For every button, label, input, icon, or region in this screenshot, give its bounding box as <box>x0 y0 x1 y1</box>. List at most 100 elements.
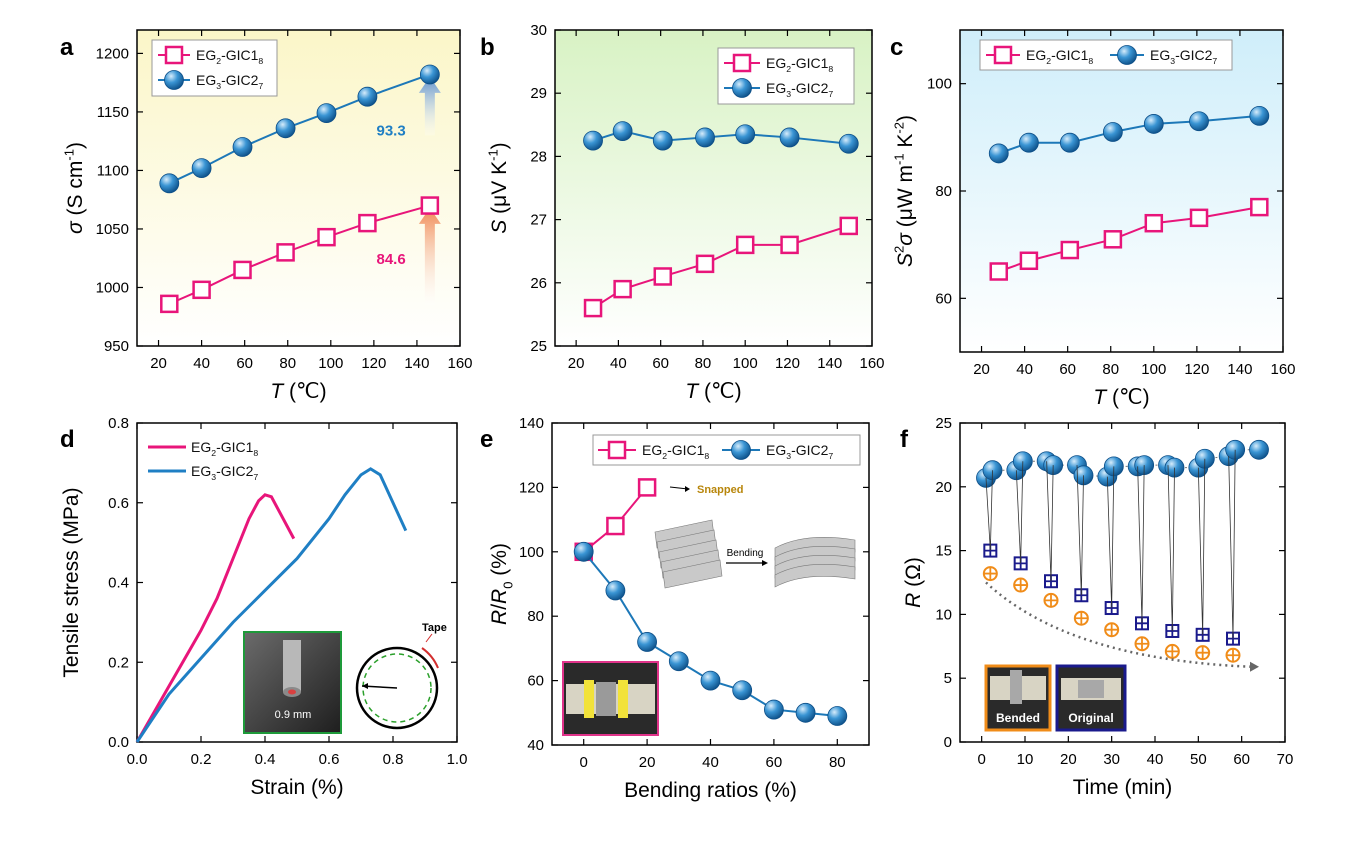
data-point <box>1104 622 1120 638</box>
inset-schematic: Tape <box>355 622 447 730</box>
data-point <box>989 262 1009 281</box>
data-point <box>1225 647 1241 663</box>
x-tick-label: 0 <box>580 754 588 771</box>
panel-label: d <box>60 426 75 453</box>
cycle-connector <box>985 470 993 551</box>
data-point <box>159 173 180 194</box>
legend: EG2-GIC18 EG3-GIC27 <box>148 439 258 482</box>
annotation-text: 84.6 <box>376 251 405 268</box>
data-point <box>419 64 440 85</box>
x-tick-label: 60 <box>1059 361 1076 378</box>
legend-marker <box>607 440 627 460</box>
panel-a: a 20 40 60 80 100 120 140 160 950 1000 1050 1100 1150… <box>60 29 473 403</box>
x-tick-label: 140 <box>404 355 429 372</box>
x-tick-label: 100 <box>1141 361 1166 378</box>
y-tick-label: 60 <box>935 290 952 307</box>
y-tick-label: 120 <box>519 479 544 496</box>
y-tick-label: 100 <box>519 544 544 561</box>
panel-label: f <box>900 426 909 453</box>
x-tick-label: 120 <box>1184 361 1209 378</box>
data-point <box>695 127 715 148</box>
y-tick-label: 1100 <box>97 162 129 179</box>
plot-frame <box>959 29 1284 353</box>
x-tick-label: 0.8 <box>383 751 404 768</box>
tape-label: Tape <box>422 622 447 634</box>
legend-label-eg2: EG2-GIC18 <box>196 47 263 66</box>
cycle-connector <box>1046 461 1054 582</box>
x-tick-label: 60 <box>766 754 783 771</box>
inner-circle <box>362 653 432 723</box>
panel-label: e <box>480 426 493 453</box>
x-axis-label: T (℃) <box>1093 386 1149 409</box>
panel-c: c 20 40 60 80 100 120 140 160 60 80 100 T (℃) S2​σ (μ… <box>890 29 1296 409</box>
cycle-connector <box>1076 465 1084 596</box>
sample <box>596 682 616 716</box>
y-tick-label: 0.6 <box>108 495 129 512</box>
legend-marker <box>731 440 751 460</box>
data-point <box>795 702 816 723</box>
data-point <box>613 279 632 299</box>
photo-label: 0.9 mm <box>275 709 312 721</box>
y-axis-label: σ (S cm-1​) <box>62 142 87 234</box>
cycle-connector <box>1167 465 1175 631</box>
panel-b: b 20 40 60 80 100 120 140 160 25 26 27 28 29 30 T (℃) S … <box>480 22 885 403</box>
inset-photo <box>562 661 659 736</box>
cycle-connector <box>1137 465 1145 624</box>
y-tick-label: 10 <box>935 606 952 623</box>
plot-frame <box>959 422 1286 743</box>
data-point <box>735 235 755 255</box>
data-point <box>606 516 625 536</box>
y-axis-label: R/R0​ (%) <box>488 543 515 625</box>
x-tick-label: 20 <box>639 754 656 771</box>
x-tick-label: 30 <box>1103 751 1120 768</box>
data-point <box>668 651 689 672</box>
x-tick-label: 120 <box>361 355 386 372</box>
x-tick-label: 50 <box>1190 751 1207 768</box>
x-tick-label: 40 <box>193 355 210 372</box>
x-tick-label: 120 <box>775 355 800 372</box>
data-point <box>827 706 848 726</box>
cycle-connector <box>1228 449 1236 639</box>
legend-marker <box>993 45 1013 65</box>
data-point <box>1103 230 1123 249</box>
x-axis-label: T (℃) <box>270 380 326 403</box>
increase-arrow <box>418 207 441 306</box>
x-tick-label: 140 <box>1227 361 1252 378</box>
data-point <box>192 280 211 300</box>
x-tick-label: 40 <box>610 355 627 372</box>
panel-d: d 0.0 0.2 0.4 0.6 0.8 1.0 0.0 0.2 0.4 0.6 0.8 Strain… <box>60 415 467 799</box>
tape-pointer <box>425 633 433 643</box>
panel-label: a <box>60 34 74 61</box>
x-tick-label: 70 <box>1277 751 1294 768</box>
y-tick-label: 0.0 <box>108 734 129 751</box>
y-tick-label: 950 <box>104 338 129 355</box>
plot-frame <box>136 422 458 743</box>
data-point <box>780 235 799 255</box>
data-point <box>357 86 378 107</box>
x-tick-label: 1.0 <box>447 751 468 768</box>
data-point <box>1059 132 1080 153</box>
data-point <box>1164 643 1180 659</box>
series-line-eg2 <box>135 493 296 743</box>
data-point <box>700 670 721 691</box>
data-point <box>420 196 440 215</box>
y-tick-label: 1000 <box>96 279 129 296</box>
legend: EG2-GIC18 EG3-GIC27 <box>592 434 861 466</box>
legend-marker <box>732 78 752 98</box>
data-point <box>1073 610 1089 626</box>
y-tick-label: 27 <box>530 212 547 229</box>
data-point <box>605 580 626 601</box>
plot-frame <box>551 422 870 746</box>
y-axis-label: R (Ω) <box>902 557 925 608</box>
series-line-eg3 <box>135 467 408 743</box>
data-point <box>573 541 594 562</box>
x-tick-label: 140 <box>817 355 842 372</box>
data-point <box>1134 636 1150 652</box>
y-tick-label: 0.8 <box>108 415 129 432</box>
x-tick-label: 80 <box>695 355 712 372</box>
y-tick-label: 1150 <box>97 104 129 121</box>
legend-marker <box>164 70 184 90</box>
panel-e: e 0 20 40 60 80 40 60 80 100 120 140 Bending ratios … <box>480 415 870 802</box>
x-axis-label: Time (min) <box>1073 776 1173 799</box>
inset-photo: 0.9 mm <box>243 631 342 734</box>
